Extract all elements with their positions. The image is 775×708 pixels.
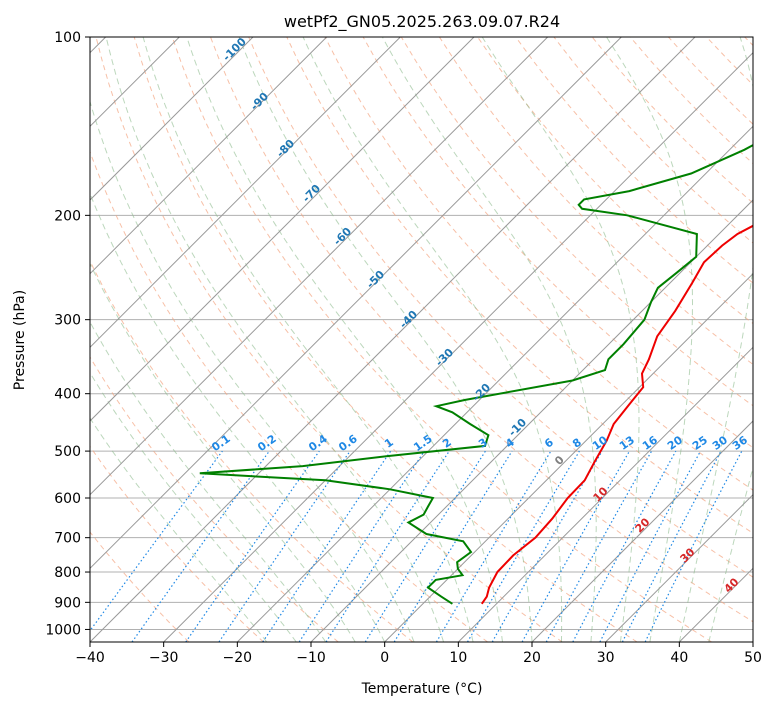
isotherm-line [384,272,753,642]
mixing-ratio-line [572,450,677,642]
moist-adiabat [381,37,597,642]
moist-adiabat [678,37,753,642]
dry-adiabat [248,37,753,578]
y-tick-label: 300 [54,313,81,329]
dry-adiabat [515,37,753,284]
mixing-ratio-line [545,450,653,642]
dry-adiabat [133,37,638,642]
x-tick-label: 20 [523,650,541,666]
isotherm-line [90,37,254,201]
isotherm-line [310,199,753,642]
y-tick-label: 600 [54,491,81,507]
isotherm-line [531,420,753,642]
y-tick-label: 500 [54,444,81,460]
x-tick-label: −10 [296,650,326,666]
y-tick-label: 1000 [45,622,81,638]
x-axis-label: Temperature (°C) [361,681,483,697]
y-tick-label: 400 [54,387,81,403]
mixing-ratio-line [644,450,743,642]
dry-adiabat [400,37,753,407]
moist-adiabat [606,37,693,642]
y-tick-label: 200 [54,208,81,224]
dry-adiabat [171,37,712,642]
sounding-profiles [199,143,753,605]
y-tick-label: 800 [54,565,81,581]
moist-adiabat [238,37,533,642]
y-axis-label: Pressure (hPa) [12,290,28,390]
isotherm-line [605,493,753,642]
temperature-profile-line [480,224,753,605]
x-tick-label: 50 [744,650,762,666]
moist-adiabat [105,37,445,642]
moist-adiabat [90,262,356,642]
dry-adiabat [438,37,753,366]
moist-adiabat [708,465,753,642]
moist-adiabat [90,371,297,642]
x-tick-label: 10 [449,650,467,666]
mixing-ratio-line [298,450,425,642]
x-tick-label: −40 [75,650,105,666]
mixing-ratio-line [218,450,351,642]
dry-adiabat [210,37,753,623]
moist-adiabat [481,37,640,642]
dry-adiabat [90,150,488,642]
isotherm-line [90,37,401,349]
x-tick-label: 0 [380,650,389,666]
axis-ticks: −40 −30 −20 −10 0 10 20 30 40 50 100 200 300 400 500 60… [45,30,762,666]
isotherm-line [90,37,475,422]
moist-adiabat [90,417,268,642]
isotherm-line [90,37,328,275]
mixing-ratio-line [325,450,450,642]
moist-adiabat [142,37,474,642]
moist-adiabat [302,37,563,642]
x-tick-label: 40 [670,650,688,666]
dry-adiabat [90,531,190,642]
moist-adiabat [90,321,327,642]
background-lines [90,37,753,642]
mixing-ratio-line [521,450,631,642]
dewpoint-profile-line [199,143,753,605]
dry-adiabat [90,356,339,642]
y-tick-label: 900 [54,595,81,611]
isotherm-line [90,37,549,496]
plot-frame [89,36,754,643]
isotherm-line [457,346,753,642]
y-tick-label: 100 [54,30,81,46]
moist-adiabat [90,99,415,642]
mixing-ratio-line [131,450,270,642]
mixing-ratio-line [90,450,223,632]
moist-adiabat [186,37,503,642]
isotherm-line [90,37,696,642]
dry-adiabat [90,445,264,642]
isotherm-line [236,125,753,642]
y-tick-label: 700 [54,531,81,547]
x-tick-label: −30 [149,650,179,666]
mixing-ratio-line [262,450,392,642]
mixing-ratio-line [393,450,513,642]
isotherm-line [90,37,622,570]
x-tick-label: −20 [223,650,253,666]
isotherm-line [163,51,753,642]
x-tick-label: 30 [597,650,615,666]
chart-title: wetPf2_GN05.2025.263.09.07.R24 [284,12,560,32]
mixing-ratio-line [185,450,320,642]
moist-adiabat [90,192,386,642]
